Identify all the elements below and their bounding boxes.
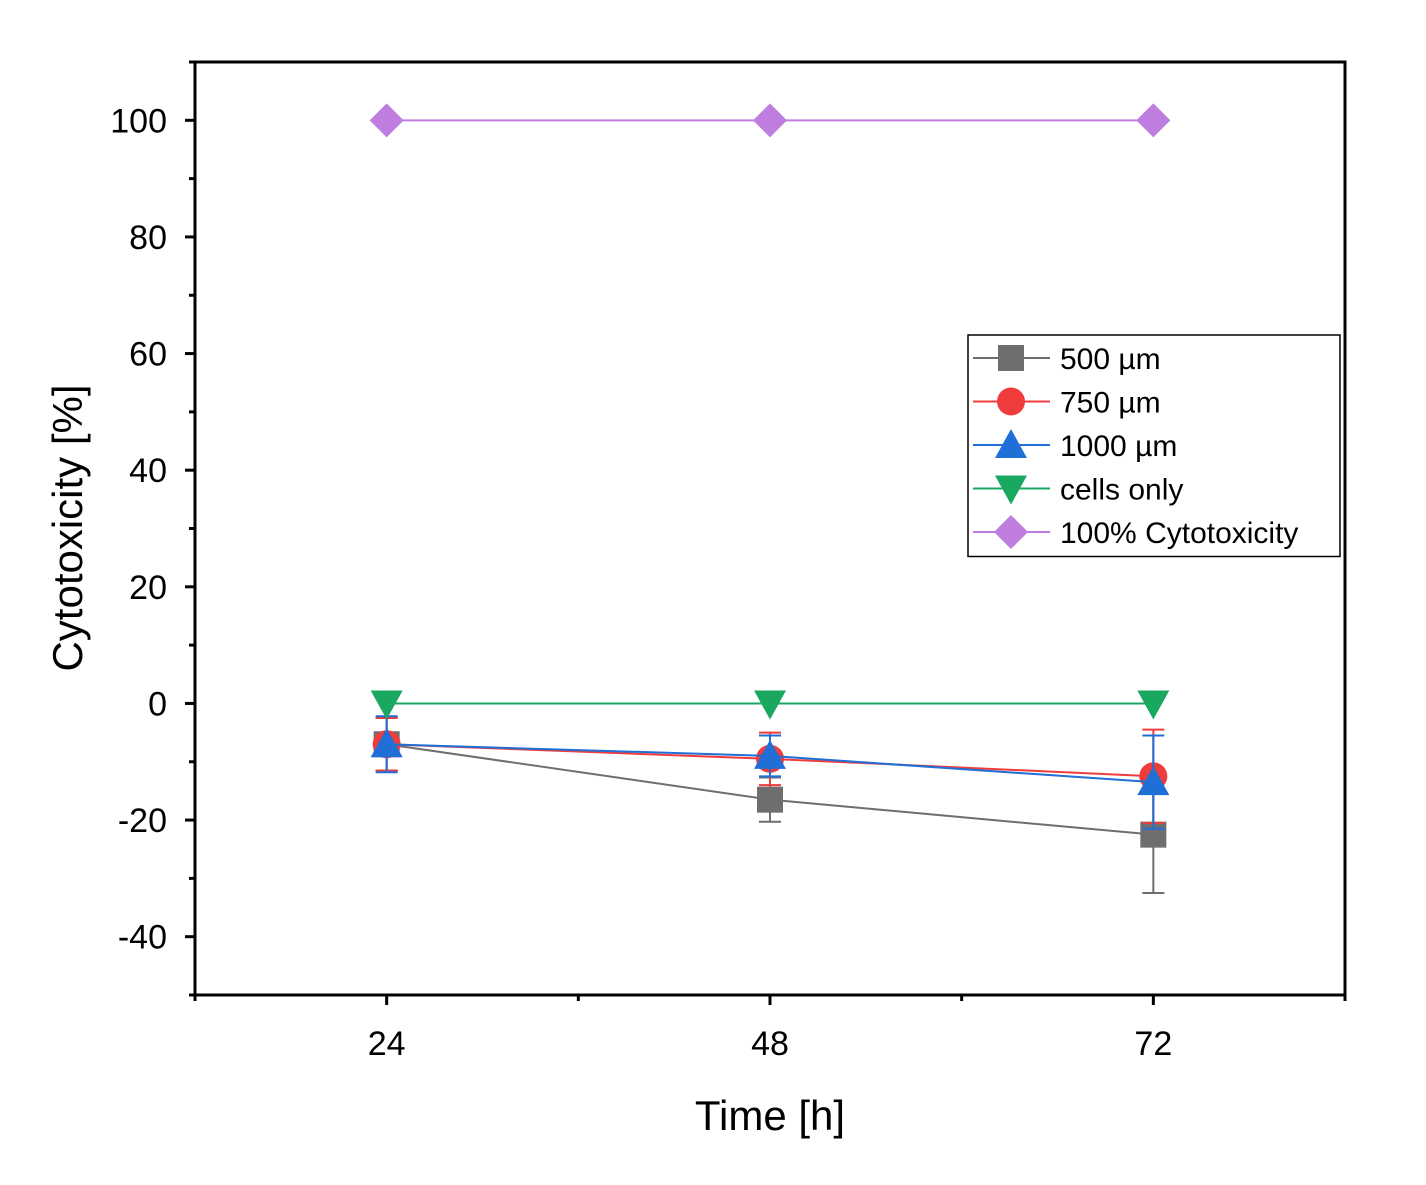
y-tick-label: 60 [129, 336, 167, 374]
data-point [370, 690, 403, 720]
legend-marker [995, 475, 1027, 505]
y-axis-title: Cytotoxicity [%] [44, 384, 91, 671]
y-tick-label: 20 [129, 569, 167, 607]
y-tick-label: -20 [118, 802, 167, 840]
legend-item: cells only [973, 474, 1183, 507]
data-point [754, 690, 786, 720]
data-point [369, 103, 404, 138]
legend-marker [995, 429, 1027, 458]
y-tick-label: 100 [110, 102, 167, 140]
series-4 [369, 103, 1171, 138]
data-point [1137, 766, 1170, 796]
data-point [754, 739, 786, 769]
legend-label: cells only [1060, 474, 1183, 507]
data-point [1136, 103, 1171, 138]
data-point [757, 786, 783, 813]
y-tick-label: 0 [148, 685, 167, 723]
y-tick-label: 40 [129, 452, 167, 490]
legend-item: 100% Cytotoxicity [973, 515, 1298, 550]
data-point [753, 103, 787, 138]
legend-label: 750 µm [1060, 387, 1161, 420]
x-axis-title: Time [h] [695, 1092, 845, 1139]
legend-item: 500 µm [973, 343, 1161, 376]
legend-marker [994, 515, 1028, 549]
data-point [1137, 690, 1170, 720]
y-tick-label: -40 [118, 919, 167, 957]
legend-marker [998, 345, 1024, 371]
legend-marker [997, 387, 1025, 416]
series-3 [370, 690, 1170, 720]
x-tick-label: 48 [751, 1025, 789, 1063]
y-tick-label: 80 [129, 219, 167, 257]
legend-label: 100% Cytotoxicity [1060, 517, 1298, 550]
legend-label: 1000 µm [1060, 430, 1177, 463]
x-tick-label: 24 [368, 1025, 406, 1063]
data-point [370, 728, 403, 758]
x-tick-label: 72 [1134, 1025, 1172, 1063]
legend-item: 750 µm [973, 387, 1161, 420]
legend-item: 1000 µm [973, 429, 1177, 463]
legend-label: 500 µm [1060, 343, 1161, 376]
